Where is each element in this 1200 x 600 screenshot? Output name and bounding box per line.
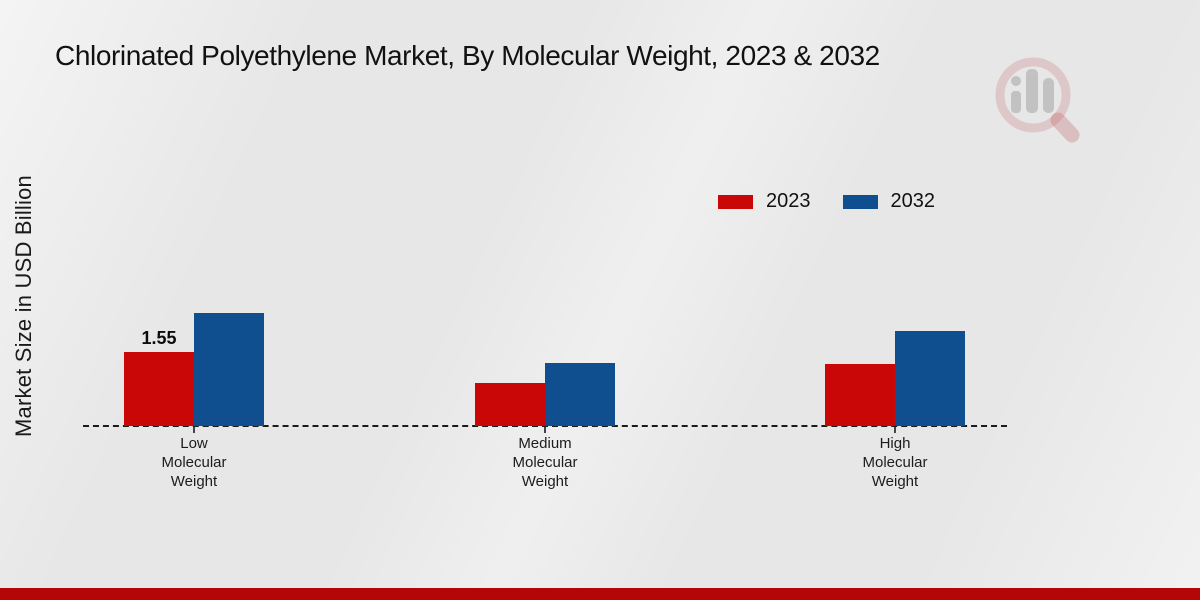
x-axis-tick-low-molecular-weight: [193, 427, 195, 433]
footer-accent-bar: [0, 588, 1200, 600]
bar-2032-high-molecular-weight: [895, 331, 965, 426]
legend-label-2023: 2023: [766, 190, 811, 212]
legend-swatch-2023: [718, 194, 753, 209]
brand-watermark: [995, 57, 1080, 143]
x-tick-label-low-molecular-weight: Low Molecular Weight: [161, 435, 227, 490]
bar-2023-medium-molecular-weight: [475, 383, 545, 426]
bar-2032-low-molecular-weight: [194, 313, 264, 426]
x-axis-line: [83, 425, 1007, 427]
bar-2023-high-molecular-weight: [825, 364, 895, 426]
bar-2023-low-molecular-weight: [124, 352, 194, 426]
legend-swatch-2032: [842, 194, 878, 209]
x-axis-tick-high-molecular-weight: [894, 427, 896, 433]
x-axis-tick-medium-molecular-weight: [544, 427, 546, 433]
legend-label-2032: 2032: [890, 190, 936, 212]
legend: 2023 2032: [718, 190, 935, 213]
magnifier-bar-chart-logo-icon: [995, 57, 1080, 143]
x-tick-label-high-molecular-weight: High Molecular Weight: [862, 435, 928, 490]
bar-2032-medium-molecular-weight: [545, 363, 615, 426]
legend-item-2023: 2023: [718, 190, 811, 213]
legend-item-2032: 2032: [842, 190, 936, 213]
x-tick-label-medium-molecular-weight: Medium Molecular Weight: [512, 435, 578, 490]
bar-value-label: 1.55: [141, 328, 177, 348]
chart-title: Chlorinated Polyethylene Market, By Mole…: [55, 40, 880, 71]
